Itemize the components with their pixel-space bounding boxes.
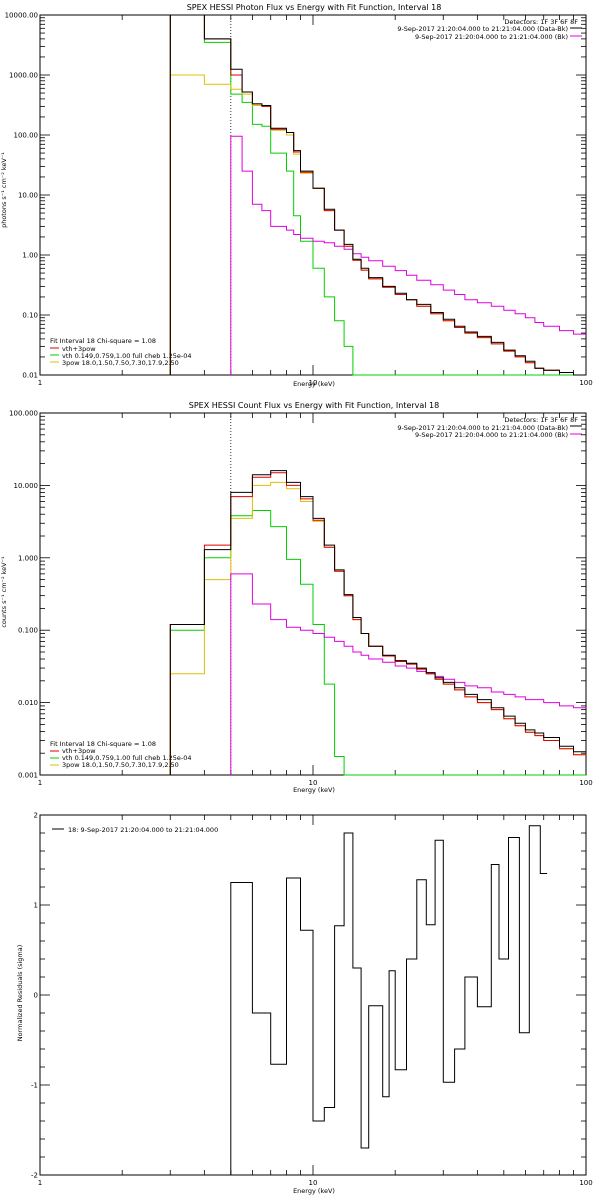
detectors-label: Detectors: 1F 3F 6F 8F [504, 416, 578, 424]
legend-bk-label: 9-Sep-2017 21:20:04.000 to 21:21:04.000 … [415, 33, 568, 41]
y-tick-label: 10.00 [18, 192, 38, 200]
series-bk [230, 573, 586, 775]
photon-x-label: Energy (keV) [293, 380, 335, 388]
photon-flux-plot: 1 10 100 0.01 0.10 1.00 10.00 100.00 1000.00 1000… [5, 12, 593, 388]
series-bk [230, 135, 586, 375]
legend-databk-label: 9-Sep-2017 21:20:04.000 to 21:21:04.000 … [397, 424, 568, 432]
series-data-bk [169, 14, 586, 376]
y-tick-label: 10000.00 [5, 12, 38, 20]
y-tick-label: 10.000 [14, 482, 39, 490]
x-tick-label: 1 [38, 379, 42, 387]
x-tick-label: 100 [579, 779, 592, 787]
count-x-label: Energy (keV) [293, 786, 335, 794]
residuals-legend-label: 18: 9-Sep-2017 21:20:04.000 to 21:21:04.… [68, 826, 218, 834]
legend-databk-label: 9-Sep-2017 21:20:04.000 to 21:21:04.000 … [397, 25, 568, 33]
powerlaw-params-label: 3pow 18.0,1.50,7.50,7.30,17.9,2.50 [62, 761, 179, 769]
detectors-label: Detectors: 1F 3F 6F 8F [504, 18, 578, 26]
series-data-bk [169, 470, 586, 775]
count-y-label: counts s⁻¹ cm⁻² keV⁻¹ [0, 556, 8, 628]
y-tick-label: 0.100 [18, 627, 38, 635]
y-tick-label: 1000.00 [9, 72, 38, 80]
y-tick-label: 1 [34, 902, 38, 910]
x-tick-label: 10 [309, 1179, 318, 1187]
photon-detectors-legend: Detectors: 1F 3F 6F 8F 9-Sep-2017 21:20:… [397, 18, 578, 41]
y-tick-label: 1.00 [22, 252, 38, 260]
y-tick-label: -1 [31, 1082, 38, 1090]
count-panel-title: SPEX HESSI Count Flux vs Energy with Fit… [189, 401, 440, 410]
y-tick-label: 100.00 [14, 132, 39, 140]
y-tick-label: 0.01 [22, 372, 38, 380]
y-tick-label: 0 [34, 992, 38, 1000]
x-tick-label: 10 [309, 379, 318, 387]
fit-interval-label: Fit Interval 18 Chi-square = 1.08 [50, 740, 156, 748]
fit-interval-label: Fit Interval 18 Chi-square = 1.08 [50, 337, 156, 345]
thermal-params-label: vth 0.149,0.759,1.00 full cheb 1.25e-04 [62, 754, 192, 762]
y-tick-label: 0.010 [18, 699, 38, 707]
count-fit-legend: Fit Interval 18 Chi-square = 1.08 vth+3p… [50, 740, 192, 769]
x-tick-label: 10 [309, 779, 318, 787]
y-tick-label: 0.001 [18, 772, 38, 780]
x-tick-label: 1 [38, 1179, 42, 1187]
fit-function-label: vth+3pow [62, 747, 96, 755]
y-tick-label: 0.10 [22, 312, 38, 320]
x-tick-label: 100 [579, 1179, 592, 1187]
series-thermal [169, 510, 586, 776]
fit-function-label: vth+3pow [62, 345, 96, 353]
y-tick-label: 100.000 [9, 410, 38, 418]
photon-y-label: photons s⁻¹ cm⁻² keV⁻¹ [0, 152, 8, 228]
series-residuals [230, 825, 548, 1175]
series-thermal [169, 14, 586, 376]
x-tick-label: 1 [38, 779, 42, 787]
series-power-law [169, 481, 586, 775]
plot-frame [39, 14, 587, 376]
thermal-params-label: vth 0.149,0.759,1.00 full cheb 1.25e-04 [62, 352, 192, 360]
count-flux-plot: 1 10 100 0.001 0.010 0.100 1.000 10.000 100.000 [9, 410, 593, 788]
x-tick-label: 100 [579, 379, 592, 387]
residuals-y-label: Normalized Residuals (sigma) [16, 945, 24, 1042]
photon-panel-title: SPEX HESSI Photon Flux vs Energy with Fi… [187, 3, 442, 12]
y-tick-label: -2 [31, 1172, 38, 1180]
y-tick-label: 2 [34, 812, 38, 820]
residuals-x-label: Energy (keV) [293, 1187, 335, 1195]
powerlaw-params-label: 3pow 18.0,1.50,7.50,7.30,17.9,2.50 [62, 359, 179, 367]
legend-bk-label: 9-Sep-2017 21:20:04.000 to 21:21:04.000 … [415, 431, 568, 439]
series-power-law [169, 74, 586, 376]
residuals-plot: 1 10 100 -2 -1 0 1 2 [31, 812, 593, 1188]
photon-fit-legend: Fit Interval 18 Chi-square = 1.08 vth+3p… [50, 337, 192, 367]
count-detectors-legend: Detectors: 1F 3F 6F 8F 9-Sep-2017 21:20:… [397, 416, 578, 439]
y-tick-label: 1.000 [18, 554, 38, 562]
